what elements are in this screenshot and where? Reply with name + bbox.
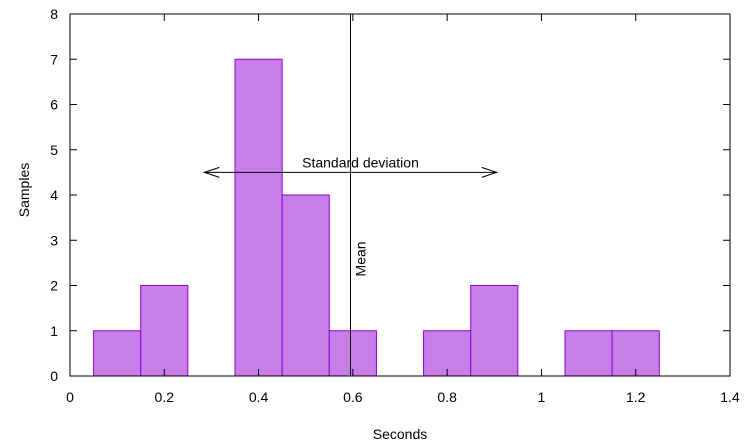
histogram-bar [423,330,472,377]
histogram-bar [140,285,189,377]
x-tick-label: 1.2 [626,389,646,405]
histogram-bar [611,330,660,377]
y-tick-label: 0 [50,368,58,384]
x-tick-label: 0.6 [343,389,363,405]
y-tick-label: 4 [50,187,58,203]
x-tick-label: 0.4 [249,389,269,405]
x-tick-label: 1.4 [720,389,740,405]
x-tick-label: 0 [66,389,74,405]
annotations-layer: Mean Standard deviation [202,14,499,376]
std-deviation-label: Standard deviation [302,154,419,170]
histogram-bar [564,330,613,377]
x-axis-ticks: 0 0.2 0.4 0.6 0.8 1 1.2 1.4 [66,14,740,405]
std-deviation-arrowhead-right [481,166,499,178]
y-tick-label: 1 [50,323,58,339]
histogram-bar [328,330,377,377]
y-tick-label: 3 [50,232,58,248]
bars-layer [93,58,660,377]
x-tick-label: 0.8 [437,389,457,405]
histogram-bar [234,58,283,377]
y-axis-label: Samples [16,163,32,217]
histogram-bar [281,194,330,377]
x-tick-label: 0.2 [155,389,175,405]
y-axis-ticks: 0 1 2 3 4 5 6 7 8 [50,6,730,384]
std-deviation-arrowhead-left [202,166,220,178]
mean-label: Mean [353,241,369,276]
y-tick-label: 8 [50,6,58,22]
y-tick-label: 5 [50,142,58,158]
x-tick-label: 1 [538,389,546,405]
y-tick-label: 2 [50,278,58,294]
histogram-bar [93,330,142,377]
y-tick-label: 7 [50,51,58,67]
y-tick-label: 6 [50,97,58,113]
x-axis-label: Seconds [373,426,427,442]
histogram-bar [470,285,519,377]
